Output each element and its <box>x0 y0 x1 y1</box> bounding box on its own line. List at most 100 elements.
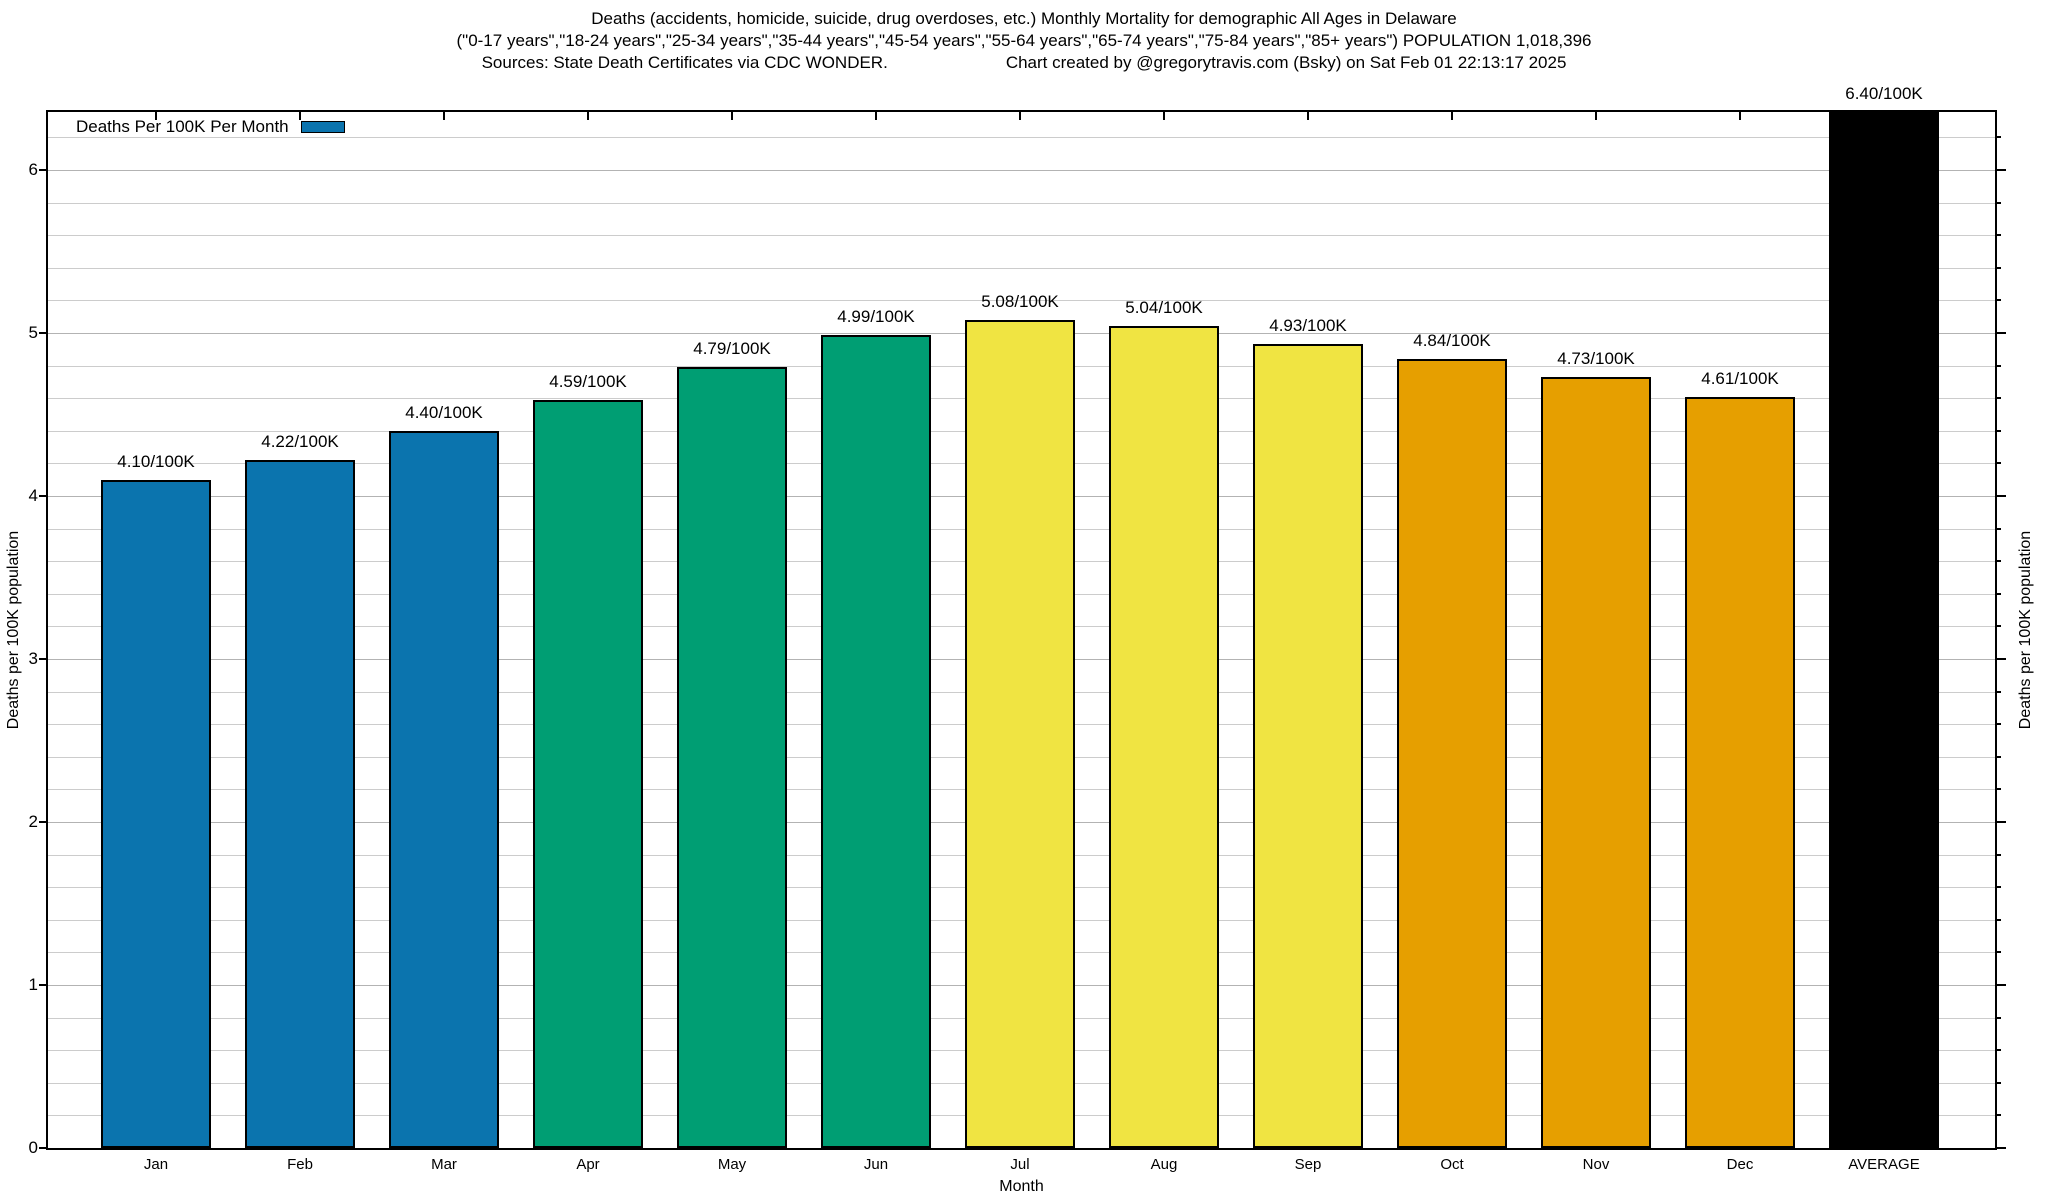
x-tick-label-average: AVERAGE <box>1848 1156 1920 1173</box>
x-tick-label-oct: Oct <box>1440 1156 1464 1173</box>
y-tick-right-0.8 <box>1995 1016 2001 1019</box>
y-tick-right-1.4 <box>1995 918 2001 921</box>
bar-apr <box>533 399 643 1148</box>
top-tick-sep <box>1307 112 1309 120</box>
chart-title-block: Deaths (accidents, homicide, suicide, dr… <box>0 8 2048 74</box>
y-tick-label-0: 0 <box>28 1138 38 1157</box>
value-label-apr: 4.59/100K <box>549 371 627 391</box>
value-label-mar: 4.40/100K <box>405 402 483 422</box>
y-tick-right-3.8 <box>1995 527 2001 530</box>
y-tick-right-0 <box>1995 1147 2006 1149</box>
value-label-average: 6.40/100K <box>1845 84 1923 103</box>
x-tick-label-jun: Jun <box>863 1156 889 1173</box>
value-label-may: 4.79/100K <box>693 339 771 359</box>
y-tick-label-2: 2 <box>28 812 38 831</box>
value-label-oct: 4.84/100K <box>1413 331 1491 351</box>
x-tick-label-jul: Jul <box>1010 1156 1030 1173</box>
y-axis-title-right: Deaths per 100K population <box>2017 530 2034 730</box>
top-tick-mar <box>443 112 445 120</box>
x-tick-label-apr: Apr <box>576 1156 600 1173</box>
y-tick-label-3: 3 <box>28 649 38 668</box>
gridline-minor <box>48 300 1995 302</box>
top-tick-jun <box>875 112 877 120</box>
bar-sep <box>1253 344 1363 1148</box>
y-tick-left-4 <box>39 495 48 497</box>
top-tick-oct <box>1451 112 1453 120</box>
plot-area: Deaths Per 100K Per Month <box>46 110 1997 1150</box>
y-tick-right-2.4 <box>1995 755 2001 758</box>
top-tick-average <box>1883 112 1885 120</box>
x-tick-label-nov: Nov <box>1582 1156 1610 1173</box>
y-tick-right-0.6 <box>1995 1049 2001 1052</box>
value-label-jul: 5.08/100K <box>981 291 1059 311</box>
y-tick-right-2.6 <box>1995 723 2001 726</box>
bar-oct <box>1397 359 1507 1148</box>
x-tick-label-feb: Feb <box>287 1156 313 1173</box>
top-tick-dec <box>1739 112 1741 120</box>
y-tick-left-0 <box>39 1147 48 1149</box>
y-tick-right-3.2 <box>1995 625 2001 628</box>
y-tick-left-6 <box>39 169 48 171</box>
bar-aug <box>1109 326 1219 1148</box>
gridline-minor <box>48 137 1995 139</box>
y-tick-right-2.8 <box>1995 690 2001 693</box>
chart-title-line3: Sources: State Death Certificates via CD… <box>0 52 2048 74</box>
gridline-major <box>48 170 1995 171</box>
y-tick-right-6 <box>1995 169 2006 171</box>
gridline-minor <box>48 267 1995 269</box>
y-tick-right-0.2 <box>1995 1114 2001 1117</box>
chart-credit-note: Chart created by @gregorytravis.com (Bsk… <box>1005 53 1567 72</box>
y-tick-left-2 <box>39 821 48 823</box>
x-tick-label-aug: Aug <box>1150 1156 1178 1173</box>
y-tick-right-1 <box>1995 984 2006 986</box>
value-label-jan: 4.10/100K <box>117 451 195 471</box>
bar-jan <box>101 479 211 1148</box>
y-tick-right-1.6 <box>1995 886 2001 889</box>
y-tick-label-1: 1 <box>28 975 38 994</box>
chart-title-line2: ("0-17 years","18-24 years","25-34 years… <box>456 31 1592 50</box>
value-label-dec: 4.61/100K <box>1701 368 1779 388</box>
y-tick-right-0.4 <box>1995 1081 2001 1084</box>
chart-title-line1: Deaths (accidents, homicide, suicide, dr… <box>591 9 1457 28</box>
y-tick-right-4 <box>1995 495 2006 497</box>
y-tick-right-4.8 <box>1995 364 2001 367</box>
x-tick-label-dec: Dec <box>1726 1156 1754 1173</box>
top-tick-apr <box>587 112 589 120</box>
bar-jul <box>965 319 1075 1148</box>
y-tick-right-4.2 <box>1995 462 2001 465</box>
bar-mar <box>389 430 499 1148</box>
bar-dec <box>1685 396 1795 1148</box>
gridline-minor <box>48 202 1995 204</box>
y-tick-right-3 <box>1995 658 2006 660</box>
y-axis-title-left: Deaths per 100K population <box>5 530 22 730</box>
y-tick-right-5 <box>1995 332 2006 334</box>
y-tick-label-6: 6 <box>28 160 38 179</box>
bar-average <box>1829 112 1939 1148</box>
x-tick-label-may: May <box>717 1156 747 1173</box>
value-label-feb: 4.22/100K <box>261 432 339 452</box>
y-tick-right-6.2 <box>1995 136 2001 139</box>
bar-may <box>677 367 787 1148</box>
x-axis-title: Month <box>999 1178 1044 1195</box>
y-tick-right-3.4 <box>1995 592 2001 595</box>
gridline-minor <box>48 235 1995 237</box>
y-tick-right-2.2 <box>1995 788 2001 791</box>
value-label-aug: 5.04/100K <box>1125 298 1203 318</box>
y-tick-right-1.2 <box>1995 951 2001 954</box>
top-tick-jan <box>155 112 157 120</box>
bar-nov <box>1541 377 1651 1148</box>
y-tick-right-5.2 <box>1995 299 2001 302</box>
y-tick-right-4.4 <box>1995 429 2001 432</box>
chart-sources-note: Sources: State Death Certificates via CD… <box>481 53 888 72</box>
value-label-jun: 4.99/100K <box>837 306 915 326</box>
y-tick-right-5.4 <box>1995 266 2001 269</box>
value-label-nov: 4.73/100K <box>1557 349 1635 368</box>
legend: Deaths Per 100K Per Month <box>76 117 345 137</box>
top-tick-nov <box>1595 112 1597 120</box>
value-label-sep: 4.93/100K <box>1269 316 1347 336</box>
top-tick-may <box>731 112 733 120</box>
y-tick-right-5.8 <box>1995 201 2001 204</box>
y-tick-right-1.8 <box>1995 853 2001 856</box>
y-tick-right-5.6 <box>1995 234 2001 237</box>
bar-jun <box>821 334 931 1148</box>
